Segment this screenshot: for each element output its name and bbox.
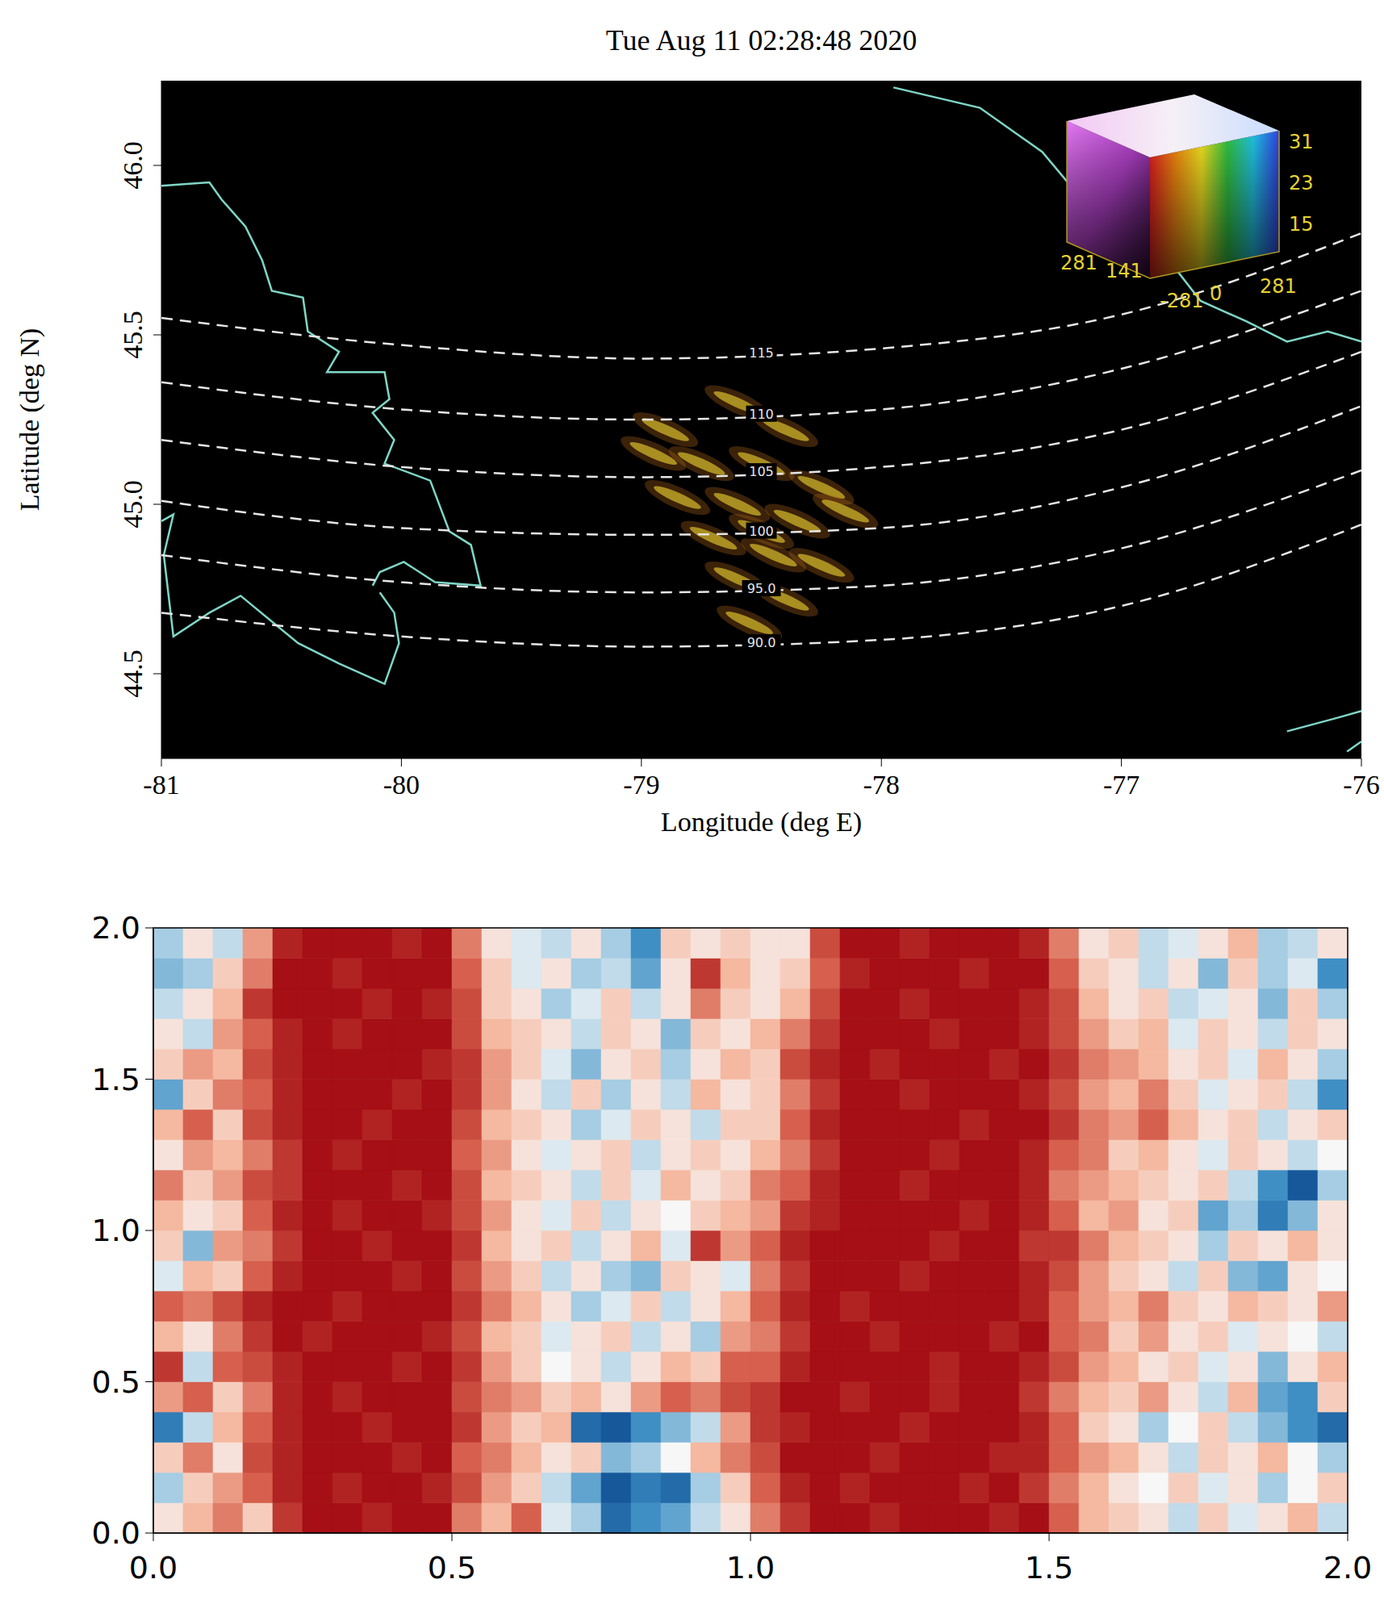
svg-text:46.0: 46.0 [117, 141, 148, 190]
svg-text:1.0: 1.0 [91, 1212, 141, 1249]
svg-text:2.0: 2.0 [91, 910, 141, 946]
svg-text:-281: -281 [1159, 289, 1204, 313]
svg-text:2.0: 2.0 [1323, 1550, 1372, 1586]
svg-text:115: 115 [748, 345, 774, 361]
svg-text:1.0: 1.0 [726, 1550, 775, 1586]
svg-text:15: 15 [1288, 213, 1314, 236]
svg-text:1.5: 1.5 [91, 1062, 141, 1098]
svg-text:281: 281 [1060, 251, 1098, 275]
svg-text:110: 110 [748, 406, 774, 423]
svg-text:-77: -77 [1103, 769, 1140, 800]
svg-text:Latitude (deg N): Latitude (deg N) [14, 328, 46, 512]
svg-text:0.0: 0.0 [91, 1515, 141, 1552]
svg-text:23: 23 [1288, 171, 1314, 195]
svg-text:-78: -78 [863, 769, 900, 800]
svg-text:31: 31 [1288, 130, 1314, 154]
svg-text:1.5: 1.5 [1024, 1550, 1074, 1586]
svg-text:44.5: 44.5 [117, 649, 148, 699]
svg-text:0.5: 0.5 [91, 1364, 141, 1401]
svg-text:-76: -76 [1342, 769, 1380, 800]
svg-text:-81: -81 [142, 769, 180, 800]
svg-text:Longitude (deg E): Longitude (deg E) [660, 806, 862, 838]
svg-text:0.0: 0.0 [129, 1550, 178, 1586]
svg-text:45.0: 45.0 [117, 480, 148, 529]
svg-text:141: 141 [1105, 259, 1143, 283]
svg-text:-79: -79 [623, 769, 660, 800]
svg-text:281: 281 [1259, 275, 1297, 298]
svg-text:0.5: 0.5 [427, 1550, 477, 1586]
svg-text:100: 100 [748, 523, 774, 540]
svg-text:0: 0 [1209, 282, 1222, 306]
svg-text:45.5: 45.5 [117, 310, 148, 360]
svg-text:-80: -80 [383, 769, 420, 800]
svg-text:95.0: 95.0 [747, 581, 777, 597]
svg-text:Tue Aug 11 02:28:48 2020: Tue Aug 11 02:28:48 2020 [606, 24, 917, 57]
svg-text:90.0: 90.0 [747, 635, 777, 651]
svg-text:105: 105 [748, 464, 774, 480]
